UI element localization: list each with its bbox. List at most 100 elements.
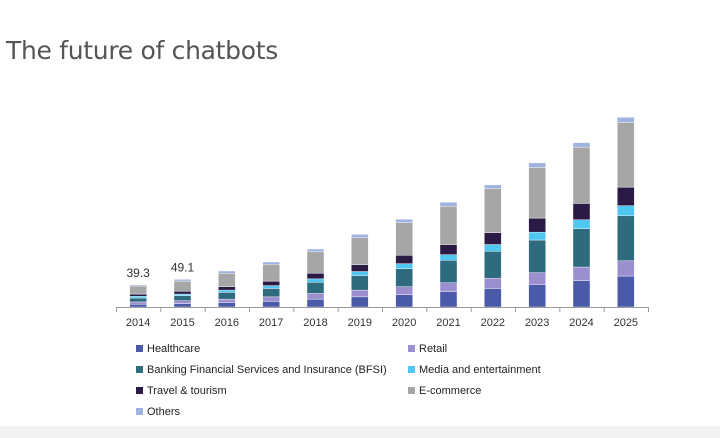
bar-segment <box>395 222 413 256</box>
legend-swatch <box>136 366 143 373</box>
legend-item-retail: Retail <box>408 341 576 356</box>
bar-segment <box>395 286 413 295</box>
x-tick-label: 2025 <box>614 317 638 329</box>
legend-item-bfsi: Banking Financial Services and Insurance… <box>136 362 408 377</box>
bar-segment <box>395 263 413 269</box>
legend-item-ecommerce: E-commerce <box>408 383 576 398</box>
bar-segment <box>129 301 147 305</box>
bar-segment <box>351 234 369 238</box>
bar-segment <box>173 303 192 308</box>
data-labels: 39.3 49.1 <box>126 260 194 280</box>
bar-segment <box>528 167 546 219</box>
bar-segment <box>395 218 413 223</box>
legend-swatch <box>136 345 143 352</box>
bar-segment <box>129 284 147 287</box>
bar-segment <box>129 303 147 308</box>
bar-segment <box>262 285 280 289</box>
legend-label: Retail <box>419 342 448 355</box>
bar-segment <box>395 255 413 264</box>
bar-segment <box>572 266 591 281</box>
bar-segment <box>617 205 635 217</box>
bar-segment <box>572 142 591 148</box>
bar-segment <box>484 232 502 245</box>
bar-segment <box>439 260 458 283</box>
x-tick-label: 2023 <box>525 317 549 329</box>
legend-label: Others <box>147 405 181 418</box>
page-title: The future of chatbots <box>6 36 278 65</box>
x-tick-label: 2017 <box>259 317 283 329</box>
bar-segment <box>395 294 413 308</box>
bar-segment <box>306 278 325 283</box>
bar-segment <box>218 298 236 303</box>
bar-segment <box>439 202 458 207</box>
bar-segment <box>572 280 591 308</box>
bar-segment <box>262 264 280 282</box>
bar-segment <box>351 289 369 298</box>
bar-segment <box>351 275 369 291</box>
bar-segment <box>351 271 369 276</box>
bar-segment <box>173 291 192 295</box>
bar-segment <box>617 260 635 277</box>
bar-segment <box>395 268 413 287</box>
bar-segment <box>173 300 192 304</box>
bar-segment <box>572 203 591 220</box>
bar-segment <box>439 282 458 293</box>
legend-item-others: Others <box>136 404 408 419</box>
bar-segment <box>306 273 325 280</box>
bar-segment <box>439 244 458 255</box>
bar-segment <box>262 280 280 286</box>
x-tick-label: 2018 <box>303 317 327 329</box>
legend-label: E-commerce <box>419 384 482 397</box>
bar-segment <box>262 261 280 265</box>
x-tick-label: 2014 <box>126 317 150 329</box>
bar-segment <box>484 251 502 279</box>
data-label: 49.1 <box>171 260 195 274</box>
bar-segment <box>262 301 280 308</box>
bar-segment <box>439 206 458 245</box>
bar-segment <box>306 282 325 294</box>
legend-item-healthcare: Healthcare <box>136 341 408 356</box>
x-tick-label: 2016 <box>215 317 239 329</box>
bar-segment <box>484 188 502 233</box>
bar-segment <box>617 186 635 206</box>
bar-segment <box>528 284 546 308</box>
x-tick-labels: 2014 2015 2016 2017 2018 2019 2020 2021 2022 2023… <box>126 317 638 329</box>
bar-segment <box>218 273 236 287</box>
legend-label: Media and entertainment <box>419 363 541 376</box>
bar-segment <box>218 292 236 300</box>
x-tick-label: 2024 <box>569 317 593 329</box>
bar-segment <box>572 146 591 204</box>
bar-segment <box>351 237 369 265</box>
legend-label: Healthcare <box>147 342 201 355</box>
x-tick-label: 2015 <box>170 317 194 329</box>
bar-segment <box>173 279 192 282</box>
x-tick-label: 2019 <box>348 317 372 329</box>
bar-segment <box>617 215 635 262</box>
bar-segment <box>528 239 546 273</box>
bar-segment <box>439 254 458 261</box>
bar-segment <box>572 219 591 229</box>
bar-segment <box>439 291 458 308</box>
x-tick-label: 2020 <box>392 317 416 329</box>
x-tick-label: 2022 <box>481 317 505 329</box>
bar-segment <box>218 302 236 308</box>
x-tick-label: 2021 <box>436 317 460 329</box>
bar-group <box>129 117 635 308</box>
legend-swatch <box>136 408 143 415</box>
bar-segment <box>129 297 147 303</box>
bar-segment <box>572 228 591 268</box>
bar-segment <box>484 278 502 289</box>
bar-segment <box>173 280 192 292</box>
bar-segment <box>129 296 147 299</box>
legend-swatch <box>408 387 415 394</box>
legend-swatch <box>136 387 143 394</box>
bar-segment <box>129 285 147 295</box>
bar-segment <box>484 288 502 308</box>
bar-segment <box>528 272 546 285</box>
legend-swatch <box>408 345 415 352</box>
legend-label: Banking Financial Services and Insurance… <box>147 363 387 376</box>
bar-segment <box>617 117 635 123</box>
bar-segment <box>617 122 635 188</box>
bar-segment <box>617 275 635 308</box>
